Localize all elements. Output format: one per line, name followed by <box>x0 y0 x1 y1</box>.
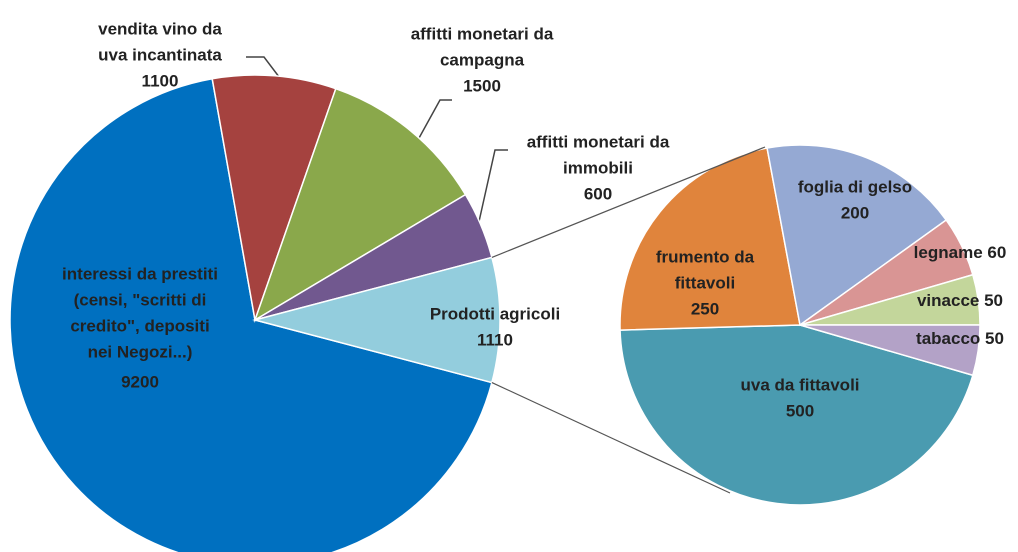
pie-slice <box>799 324 981 377</box>
value-label: 1500 <box>463 76 501 95</box>
leader-line <box>477 149 508 227</box>
category-label: Prodotti agricoli <box>430 304 560 323</box>
value-label: 1110 <box>477 330 513 349</box>
value-label: 50 <box>985 329 1004 348</box>
pie-slice <box>252 256 501 384</box>
value-label: 250 <box>691 299 719 318</box>
category-label: campagna <box>440 50 525 69</box>
category-label: vendita vino da <box>98 19 222 38</box>
value-label: 60 <box>987 243 1006 262</box>
category-label: credito", depositi <box>70 316 209 335</box>
category-label: uva da fittavoli <box>740 375 859 394</box>
category-label: affitti monetari da <box>527 132 670 151</box>
connector-line <box>491 381 731 494</box>
category-label: immobili <box>563 158 633 177</box>
category-label: affitti monetari da <box>411 24 554 43</box>
value-label: 9200 <box>121 372 159 391</box>
connector-line <box>491 146 766 259</box>
category-label: tabacco <box>916 329 980 348</box>
pie-slice <box>619 324 974 506</box>
category-label: interessi da prestiti <box>62 264 218 283</box>
pie-slice <box>253 87 467 322</box>
pie-slice <box>619 147 801 331</box>
category-label: uva incantinata <box>98 45 222 64</box>
value-label: 1100 <box>142 71 179 90</box>
category-label: foglia di gelso <box>798 177 912 196</box>
slice-label: tabacco 50 <box>916 329 1004 348</box>
category-label: frumento da <box>656 247 755 266</box>
slice-label: vinacce 50 <box>917 291 1003 310</box>
category-label: nei Negozi...) <box>88 342 193 361</box>
value-label: 50 <box>984 291 1003 310</box>
category-label: vinacce <box>917 291 979 310</box>
slice-label: legname 60 <box>914 243 1007 262</box>
value-label: 600 <box>584 184 612 203</box>
value-label: 200 <box>841 203 869 222</box>
pie-slice <box>9 77 493 552</box>
value-label: 500 <box>786 401 814 420</box>
category-label: fittavoli <box>675 273 735 292</box>
category-label: (censi, "scritti di <box>74 290 207 309</box>
pie-slice <box>766 144 948 327</box>
category-label: legname <box>914 243 983 262</box>
pie-slice <box>211 74 337 323</box>
